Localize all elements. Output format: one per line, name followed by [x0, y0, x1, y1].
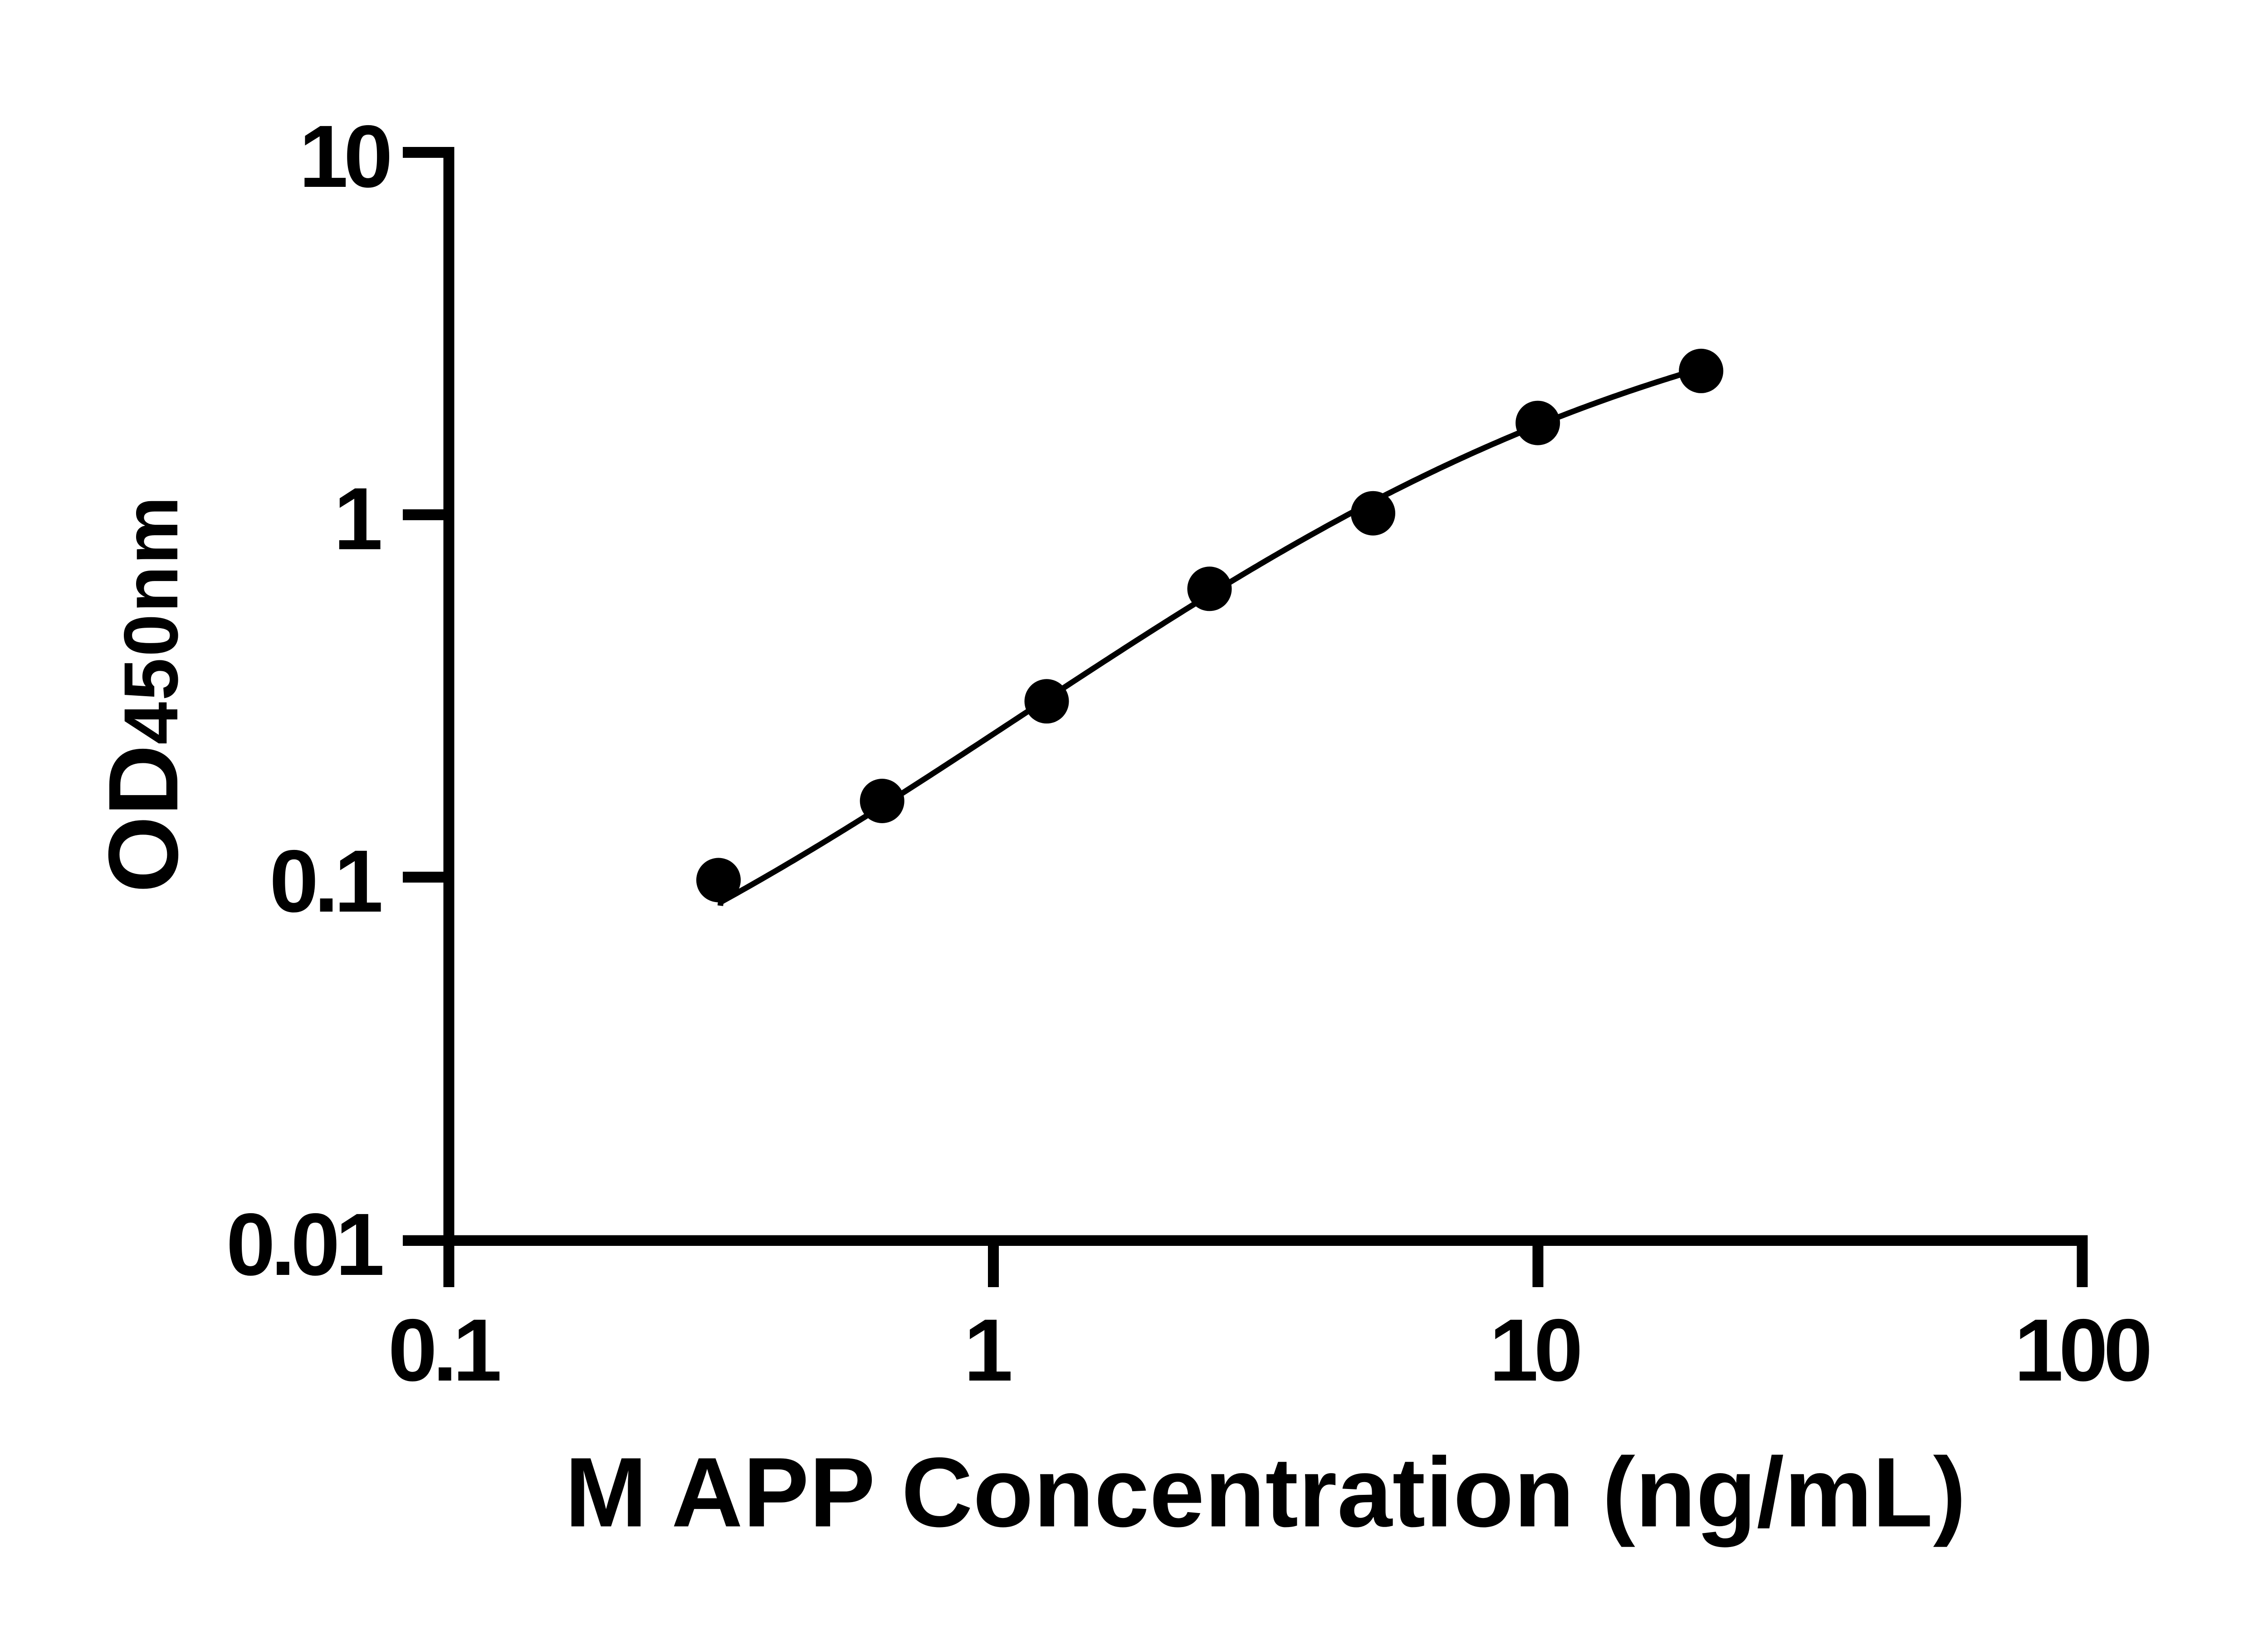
svg-text:100: 100 [2014, 1301, 2149, 1400]
svg-text:OD450nm: OD450nm [88, 495, 199, 893]
svg-text:10: 10 [299, 107, 389, 206]
svg-text:10: 10 [1489, 1301, 1579, 1400]
svg-text:0.01: 0.01 [226, 1195, 382, 1294]
svg-text:1: 1 [964, 1301, 1011, 1400]
svg-text:M APP Concentration (ng/mL): M APP Concentration (ng/mL) [565, 1438, 1966, 1548]
svg-text:0.1: 0.1 [388, 1301, 500, 1400]
svg-text:0.1: 0.1 [269, 832, 381, 931]
svg-text:1: 1 [334, 469, 381, 568]
